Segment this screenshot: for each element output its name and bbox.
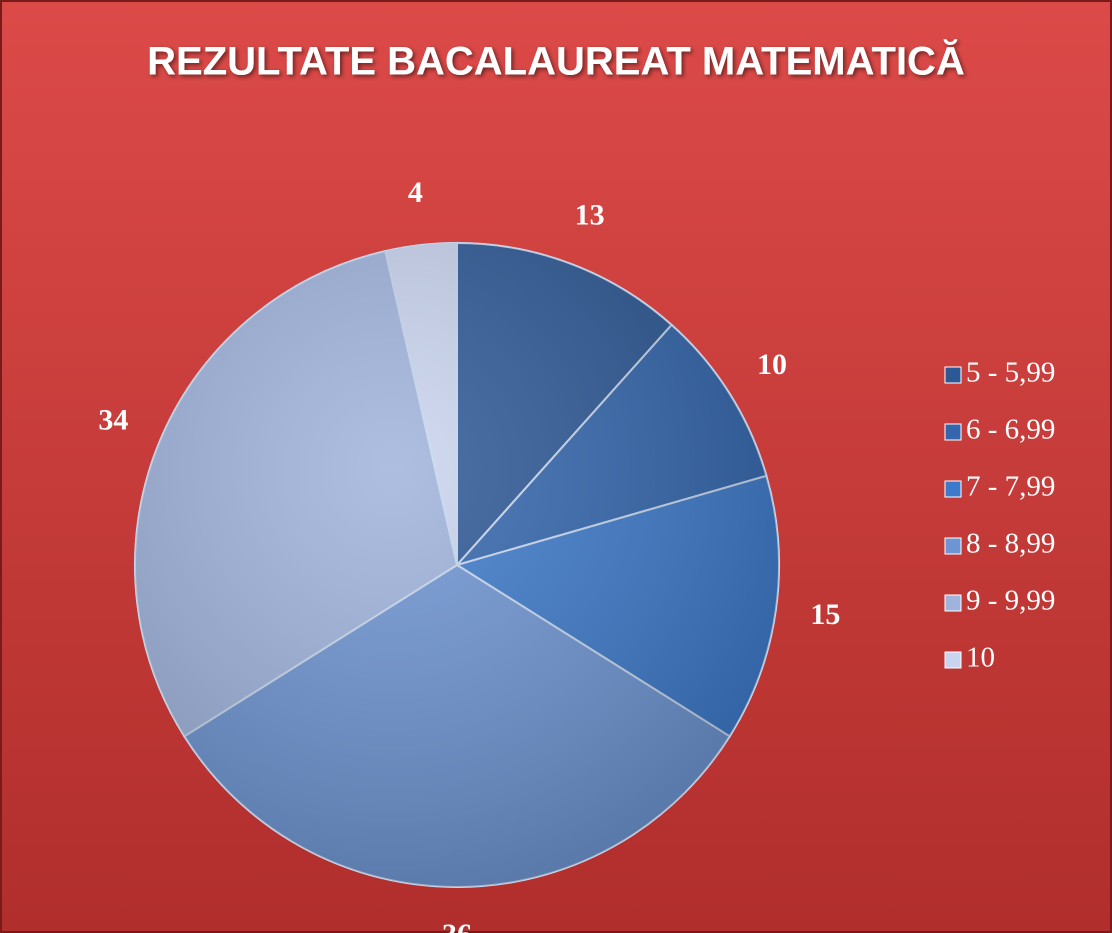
- legend-swatch: [944, 594, 962, 612]
- legend-swatch: [944, 537, 962, 555]
- data-label: 15: [810, 598, 840, 631]
- data-label: 10: [757, 348, 787, 381]
- chart-title: REZULTATE BACALAUREAT MATEMATICĂ: [147, 39, 965, 84]
- legend-label: 9 - 9,99: [966, 585, 1055, 617]
- pie: [134, 241, 780, 888]
- legend-label: 7 - 7,99: [966, 471, 1055, 503]
- legend-swatch: [944, 651, 962, 669]
- legend-label: 6 - 6,99: [966, 414, 1055, 446]
- legend-swatch: [944, 366, 962, 384]
- legend-swatch: [944, 480, 962, 498]
- data-label: 34: [98, 404, 128, 437]
- legend-label: 8 - 8,99: [966, 528, 1055, 560]
- legend-swatch: [944, 423, 962, 441]
- data-label: 13: [575, 198, 605, 231]
- legend-label: 5 - 5,99: [966, 357, 1055, 389]
- data-label: 36: [442, 918, 472, 933]
- data-label: 4: [408, 176, 423, 209]
- legend-label: 10: [966, 642, 995, 674]
